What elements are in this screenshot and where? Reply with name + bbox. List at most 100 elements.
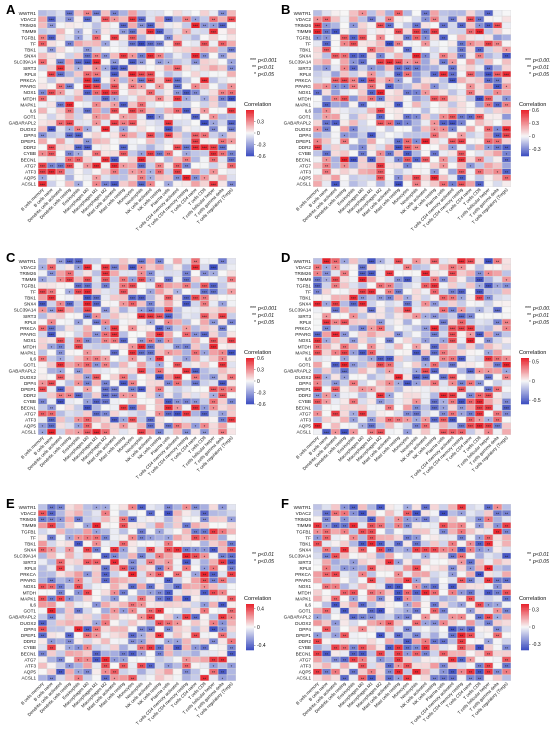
- heatmap-cell: [331, 343, 340, 350]
- heatmap-cell: [313, 404, 322, 411]
- heatmap-cell: [191, 282, 200, 289]
- heatmap-cell: [376, 307, 385, 313]
- heatmap-cell: [412, 301, 421, 307]
- significance-mark: ***: [103, 97, 108, 102]
- heatmap-cell: [155, 416, 164, 423]
- significance-mark: ***: [49, 430, 54, 435]
- significance-mark: ***: [333, 302, 338, 307]
- heatmap-cell: [47, 65, 56, 71]
- significance-mark: ***: [139, 278, 144, 283]
- significance-mark: *: [434, 170, 436, 175]
- heatmap-cell: [227, 307, 236, 313]
- sig-legend-text: p<0.001: [257, 58, 277, 64]
- heatmap-cell: [209, 126, 218, 132]
- heatmap-cell: [74, 559, 83, 565]
- gene-label: TBK1: [300, 296, 312, 301]
- heatmap-cell: [502, 10, 511, 16]
- heatmap-cell: [191, 101, 200, 108]
- heatmap-cell: [200, 349, 209, 356]
- significance-mark: **: [370, 91, 374, 96]
- heatmap-cell: [137, 258, 146, 264]
- heatmap-cell: [421, 83, 430, 89]
- gene-label: PRKCA: [295, 326, 312, 331]
- heatmap-cell: [146, 126, 155, 132]
- significance-mark: ***: [139, 182, 144, 187]
- heatmap-cell: [218, 77, 227, 83]
- heatmap-cell: [164, 608, 173, 614]
- heatmap-cell: [101, 528, 110, 535]
- heatmap-cell: [439, 386, 448, 392]
- significance-mark: ***: [67, 121, 72, 126]
- gene-label: SIRT3: [23, 560, 36, 565]
- heatmap-cell: [502, 89, 511, 96]
- heatmap-cell: [313, 40, 322, 47]
- significance-mark: ***: [85, 54, 90, 59]
- significance-mark: ***: [450, 115, 455, 120]
- significance-mark: ***: [342, 351, 347, 356]
- heatmap-cell: [164, 120, 173, 126]
- colorbar-segment: [521, 119, 529, 121]
- heatmap-cell: [38, 362, 47, 368]
- heatmap-cell: [358, 95, 367, 102]
- significance-mark: ***: [166, 424, 171, 429]
- heatmap-cell: [218, 264, 227, 270]
- significance-mark: *: [60, 357, 62, 362]
- heatmap-cell: [119, 386, 128, 392]
- significance-mark: *: [150, 176, 152, 181]
- heatmap-cell: [412, 59, 421, 65]
- significance-mark: **: [478, 170, 482, 175]
- significance-mark: **: [406, 36, 410, 41]
- heatmap-cell: [322, 168, 331, 175]
- significance-mark: *: [186, 30, 188, 35]
- colorbar-segment: [246, 115, 254, 118]
- heatmap-cell: [92, 510, 101, 516]
- significance-mark: **: [334, 382, 338, 387]
- heatmap-cell: [209, 144, 218, 150]
- heatmap-cell: [47, 410, 56, 417]
- significance-mark: ***: [414, 412, 419, 417]
- heatmap-cell: [155, 175, 164, 181]
- heatmap-cell: [358, 398, 367, 405]
- heatmap-cell: [110, 583, 119, 590]
- heatmap-cell: [484, 325, 493, 331]
- heatmap-cell: [218, 282, 227, 289]
- gene-label: MTDH: [298, 96, 311, 101]
- gene-label: ATG7: [299, 411, 311, 416]
- heatmap-cell: [403, 101, 412, 108]
- heatmap-cell: [484, 144, 493, 150]
- heatmap-cell: [83, 107, 92, 114]
- heatmap-cell: [92, 343, 101, 350]
- colorbar-segment: [246, 118, 254, 120]
- gene-label: TRIM26: [295, 271, 312, 276]
- gene-label: ATG7: [24, 411, 36, 416]
- heatmap-cell: [164, 59, 173, 65]
- heatmap-cell: [200, 77, 209, 83]
- gene-label: GABARAPL2: [9, 369, 37, 374]
- heatmap-cell: [128, 270, 137, 276]
- significance-mark: ***: [112, 182, 117, 187]
- heatmap-cell: [128, 398, 137, 405]
- heatmap-cell: [173, 175, 182, 181]
- significance-mark: ***: [130, 121, 135, 126]
- heatmap-cell: [403, 144, 412, 150]
- heatmap-cell: [38, 282, 47, 289]
- colorbar-segment: [521, 122, 529, 125]
- heatmap-cell: [146, 120, 155, 126]
- significance-mark: ***: [166, 314, 171, 319]
- significance-mark: ***: [112, 333, 117, 338]
- colorbar-segment: [521, 135, 529, 137]
- heatmap-cell: [65, 331, 74, 337]
- heatmap-cell: [227, 270, 236, 276]
- heatmap-cell: [38, 404, 47, 411]
- heatmap-cell: [74, 337, 83, 344]
- heatmap-cell: [493, 168, 502, 175]
- gene-label: SLC39A14: [14, 60, 37, 65]
- heatmap-cell: [83, 583, 92, 590]
- significance-mark: **: [86, 560, 90, 565]
- significance-mark: **: [50, 290, 54, 295]
- heatmap-cell: [191, 410, 200, 417]
- significance-mark: ***: [130, 284, 135, 289]
- heatmap-cell: [412, 126, 421, 132]
- heatmap-cell: [209, 150, 218, 157]
- heatmap-cell: [47, 398, 56, 405]
